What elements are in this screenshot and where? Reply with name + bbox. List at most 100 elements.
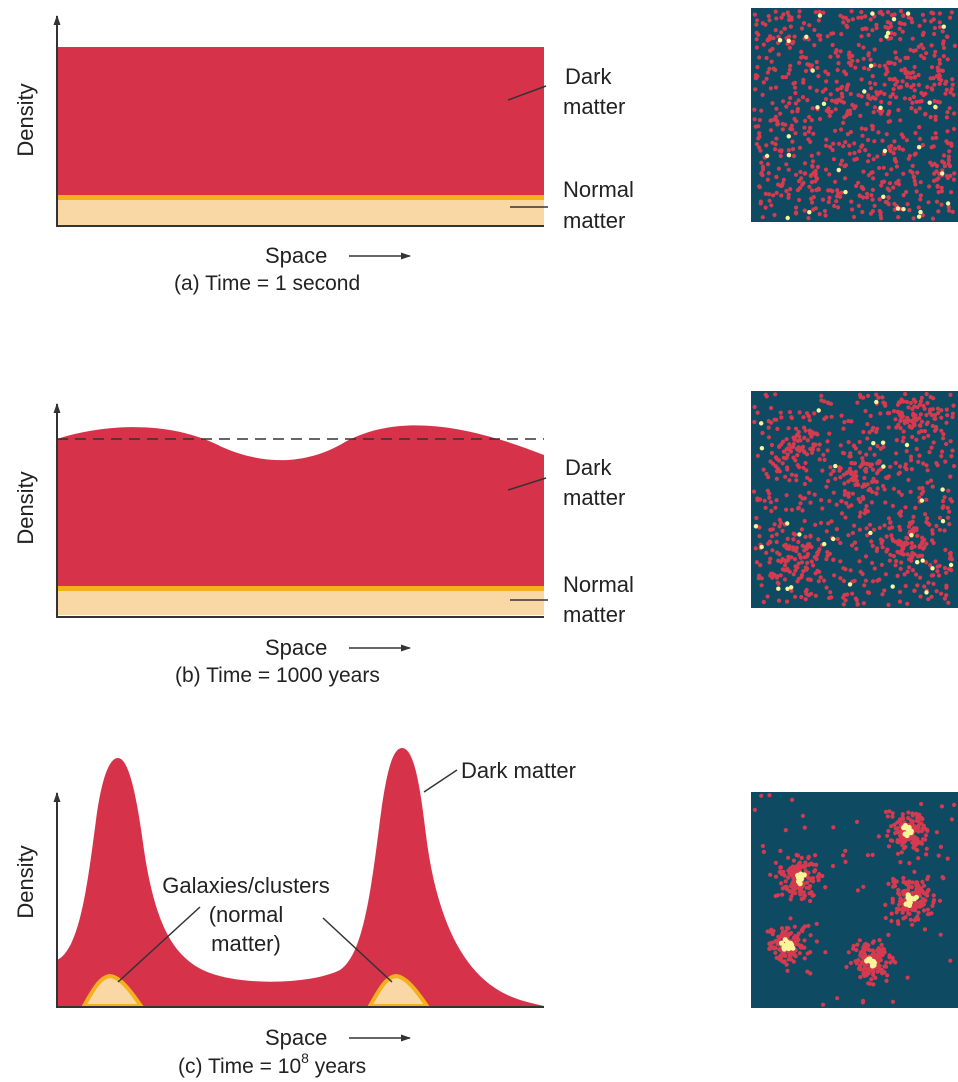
dark-matter-particle [803,118,808,123]
dark-matter-particle [764,76,769,81]
dark-matter-particle [871,157,876,162]
dark-matter-particle [909,467,915,472]
dark-matter-particle [908,400,914,406]
dark-matter-particle [902,418,907,423]
dark-matter-particle [861,601,866,606]
dark-matter-particle [951,177,957,182]
dark-matter-particle [843,598,848,603]
dark-matter-particle [854,947,859,953]
dark-matter-particle [791,572,796,577]
dark-matter-particle [819,398,824,403]
dark-matter-particle [939,454,944,459]
dark-matter-particle [850,530,856,536]
dark-matter-particle [783,828,788,833]
dark-matter-particle [860,209,865,215]
dark-matter-particle [898,9,904,14]
dark-matter-particle [894,906,900,911]
dark-matter-leader [423,769,458,793]
dark-matter-particle [771,36,776,41]
dark-matter-particle [949,557,955,562]
normal-matter-particle [924,590,929,595]
dark-matter-particle [942,528,947,533]
dark-matter-particle [885,186,890,191]
dark-matter-particle [917,815,922,820]
dark-matter-particle [932,171,937,176]
dark-matter-particle [797,60,802,65]
dark-matter-particle [787,569,792,574]
dark-matter-particle [885,10,891,15]
dark-matter-particle [908,75,914,80]
dark-matter-particle [896,422,901,427]
dark-matter-particle [898,58,903,63]
dark-matter-particle [904,449,909,454]
dark-matter-particle [947,509,952,514]
dark-matter-particle [928,563,933,568]
dark-matter-particle [760,843,766,849]
dark-matter-particle [913,908,918,913]
dark-matter-particle [913,890,918,895]
dark-matter-particle [934,199,940,204]
dark-matter-particle [859,77,864,82]
dark-matter-particle [888,520,893,525]
dark-matter-particle [820,197,826,202]
panel-c: Density Dark matter Galaxies/clusters (n… [13,748,958,1078]
dark-matter-particle [908,71,913,76]
dark-matter-particle [916,459,921,464]
dark-matter-particle [912,74,918,79]
galaxies-label-line2: (normal [209,902,284,927]
dark-matter-particle [776,598,782,603]
dark-matter-particle [863,408,868,414]
normal-matter-particle [940,519,946,524]
dark-matter-particle [769,442,775,448]
dark-matter-particle [906,810,911,815]
dark-matter-particle [939,189,945,194]
dark-matter-particle [929,594,934,599]
normal-matter-particle [908,828,914,834]
dark-matter-particle [914,446,919,452]
dark-matter-particle [918,899,923,904]
dark-matter-particle [938,932,943,937]
dark-matter-particle [860,133,865,138]
dark-matter-particle [932,31,937,37]
dark-matter-particle [810,450,815,455]
dark-matter-particle [911,174,916,179]
dark-matter-particle [764,394,769,399]
dark-matter-particle [868,413,873,418]
dark-matter-particle [833,476,838,481]
normal-matter-particle [868,63,874,68]
dark-matter-particle [792,532,798,537]
dark-matter-particle [878,950,883,955]
dark-matter-particle [752,807,758,813]
dark-matter-particle [837,465,842,470]
dark-matter-particle [894,559,899,564]
dark-matter-particle [852,150,857,156]
dark-matter-particle [820,89,826,94]
dark-matter-particle [786,192,791,197]
dark-matter-particle [825,34,830,39]
dark-matter-particle [793,568,798,573]
dark-matter-particle [854,546,859,551]
dark-matter-particle [944,420,949,425]
dark-matter-particle [770,932,775,937]
dark-matter-particle [825,448,830,453]
dark-matter-particle [786,875,791,880]
dark-matter-particle [780,461,785,466]
dark-matter-particle [871,176,876,181]
dark-matter-particle [759,793,764,798]
dark-matter-particle [824,484,829,489]
dark-matter-particle [901,429,906,434]
dark-matter-particle [861,951,867,956]
dark-matter-particle [865,159,871,164]
dark-matter-particle [788,449,794,454]
dark-matter-particle [782,568,787,573]
dark-matter-particle [809,890,814,895]
dark-matter-particle [816,537,821,542]
dark-matter-particle [774,16,779,21]
dark-matter-particle [755,410,760,415]
dark-matter-particle [922,927,928,932]
dark-matter-particle [770,548,775,553]
dark-matter-particle [914,99,919,104]
dark-matter-particle [886,828,891,834]
dark-matter-particle [822,208,828,214]
dark-matter-particle [898,566,903,571]
